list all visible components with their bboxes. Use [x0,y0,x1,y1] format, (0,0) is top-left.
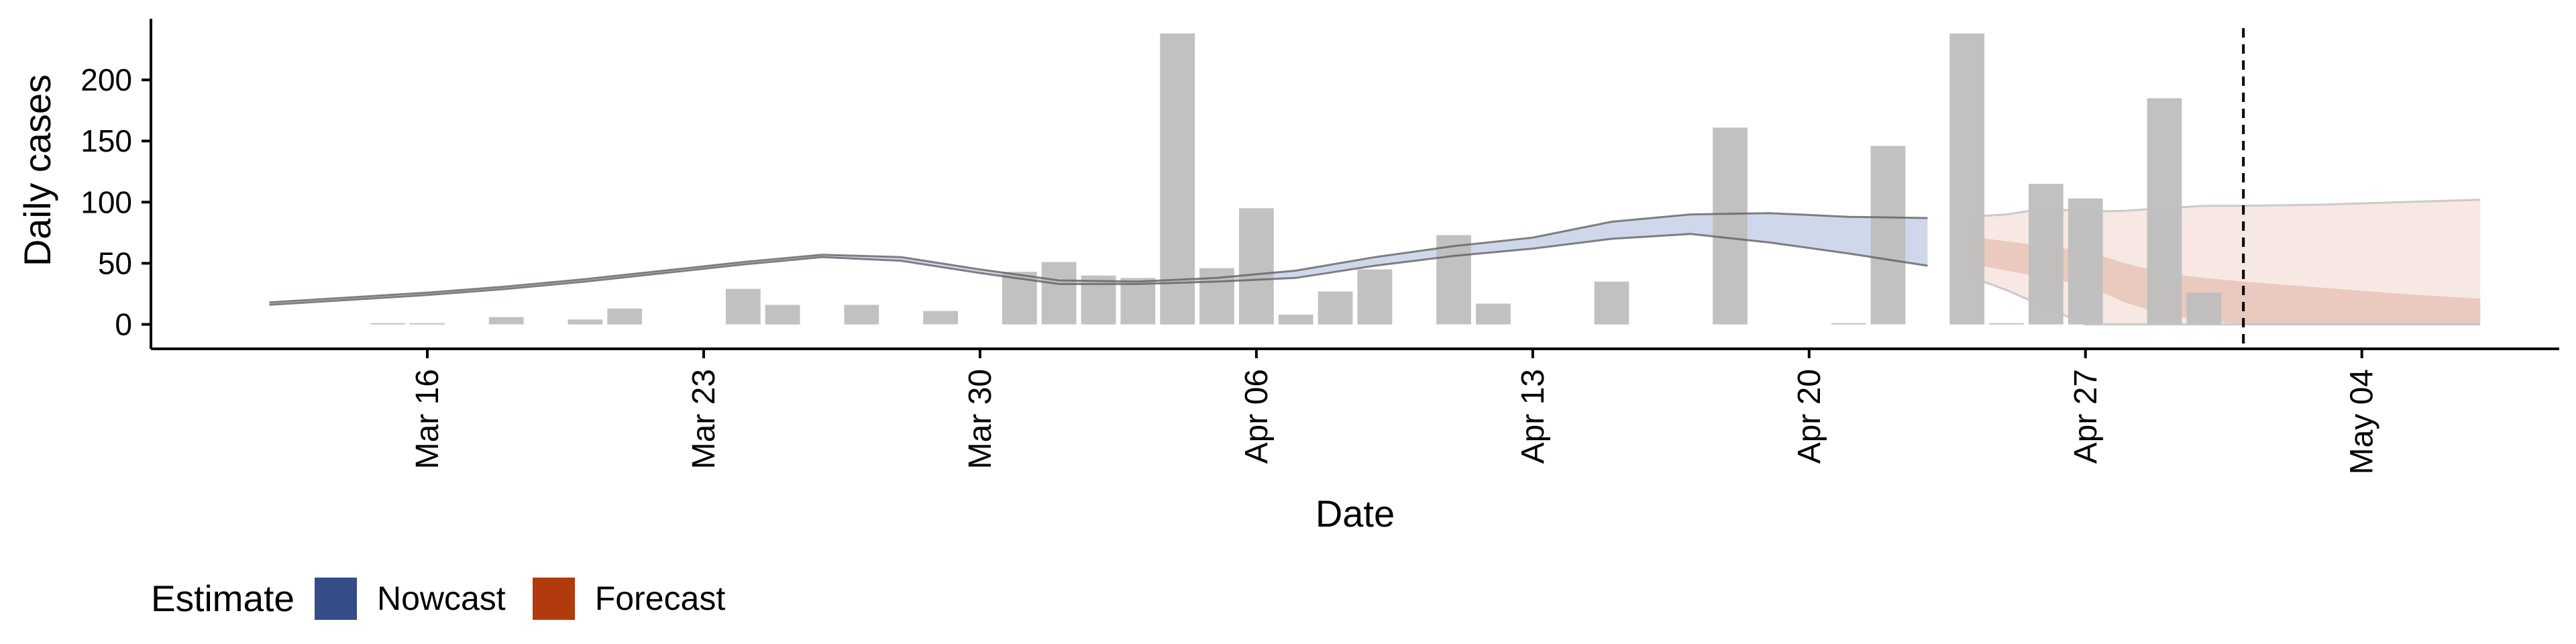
x-tick-label-2020-03-23: Mar 23 [686,369,722,469]
bar-2020-03-21 [607,308,643,325]
legend-label-forecast: Forecast [594,580,726,617]
estimate-lower-line [269,233,1928,306]
bar-2020-04-26 [2029,184,2063,325]
x-tick-label-2020-03-30: Mar 30 [963,369,998,469]
bar-2020-04-15 [1594,281,1629,325]
bar-2020-04-29 [2147,98,2182,325]
forecast-upper-line [1967,199,2481,218]
ribbon-lines-layer [269,28,2481,349]
legend-title: Estimate [151,578,294,619]
bar-2020-04-06 [1239,208,1274,325]
axes-layer: 0 50 100 150 200 Mar 16 Mar 23 Mar 30 Apr 06 Apr … [80,19,2559,474]
bar-2020-04-12 [1476,303,1511,325]
y-tick-label-200: 200 [80,62,132,97]
bar-2020-04-03 [1120,278,1156,325]
bar-2020-04-04 [1160,33,1195,325]
legend-swatch-nowcast [314,577,357,620]
legend: Estimate Nowcast Forecast [151,577,752,620]
x-tick-label-2020-05-04: May 04 [2345,369,2380,474]
x-tick-label-2020-04-20: Apr 20 [1792,369,1827,464]
y-tick-label-100: 100 [80,184,132,219]
bar-2020-03-20 [568,319,603,325]
bar-2020-03-29 [923,311,958,325]
bar-2020-04-11 [1436,235,1471,325]
bar-2020-03-27 [844,305,879,325]
bar-2020-03-25 [765,305,800,325]
bar-2020-04-30 [2186,292,2222,325]
y-axis-label: Daily cases [16,74,58,266]
bar-2020-04-09 [1357,269,1393,325]
bar-2020-03-15 [370,323,405,325]
bar-2020-04-22 [1870,146,1906,325]
x-tick-label-2020-03-16: Mar 16 [410,369,445,469]
x-tick-label-2020-04-06: Apr 06 [1239,369,1275,464]
bar-2020-04-01 [1041,262,1077,325]
nowcast-ribbon [269,213,1928,305]
legend-label-nowcast: Nowcast [376,580,506,617]
bar-2020-04-25 [1989,323,2024,325]
bar-2020-04-02 [1081,275,1116,325]
x-tick-label-2020-04-27: Apr 27 [2068,369,2104,464]
legend-swatch-forecast [532,577,575,620]
bar-2020-04-08 [1318,291,1353,325]
bar-2020-03-24 [725,288,761,325]
bars-layer [370,33,2222,325]
y-tick-label-50: 50 [98,246,132,280]
estimate-upper-line [269,212,1928,304]
legend-item-forecast: Forecast [532,577,726,620]
x-tick-label-2020-04-13: Apr 13 [1515,369,1551,464]
bar-2020-04-27 [2068,198,2103,325]
bar-2020-03-16 [410,323,445,325]
y-tick-label-0: 0 [115,307,132,342]
legend-item-nowcast: Nowcast [314,577,506,620]
forecast-lower-line [1966,274,2481,326]
bar-2020-04-07 [1278,315,1313,325]
bar-2020-03-18 [488,317,524,325]
bar-2020-04-18 [1713,127,1748,325]
x-axis-label: Date [1316,492,1395,535]
y-tick-label-150: 150 [80,123,132,158]
bar-2020-04-21 [1831,323,1866,325]
